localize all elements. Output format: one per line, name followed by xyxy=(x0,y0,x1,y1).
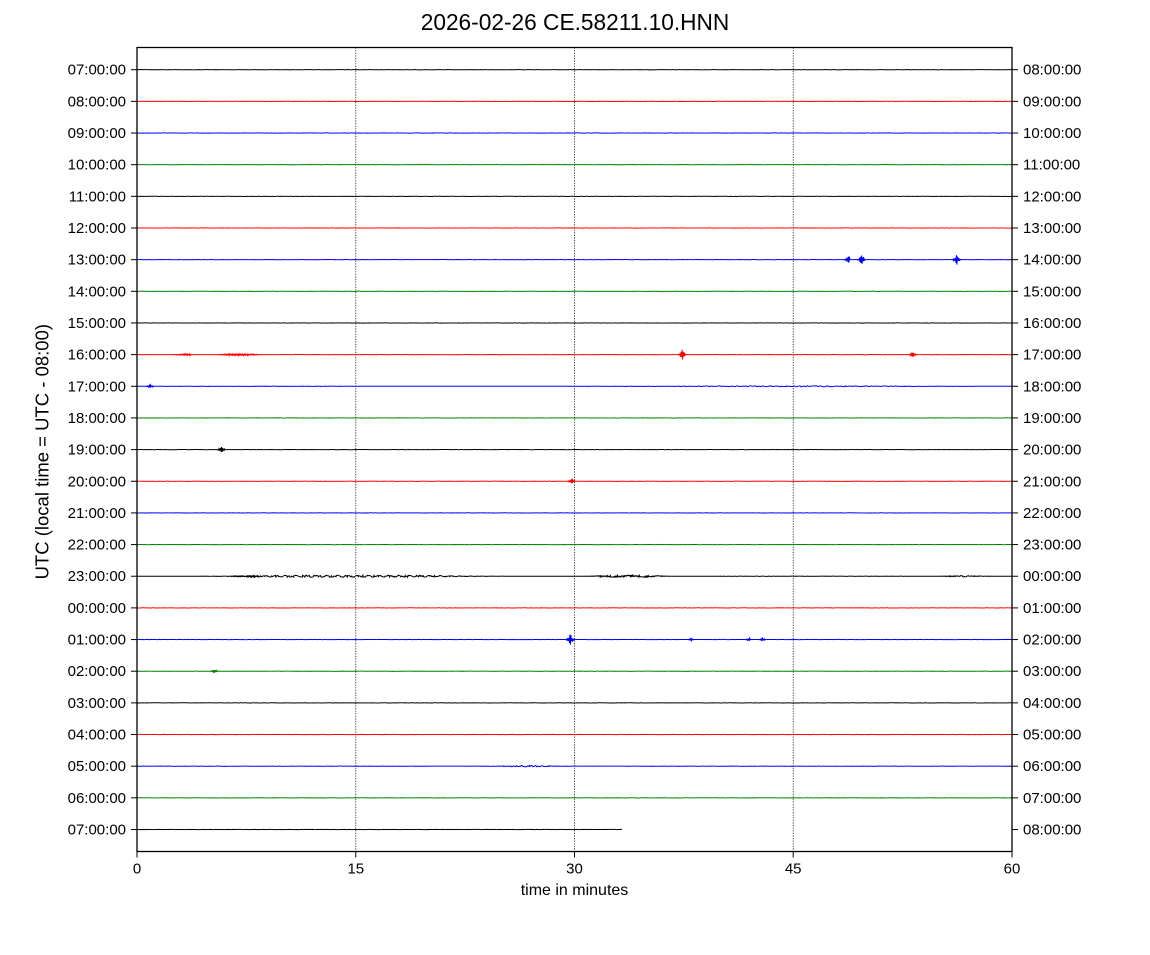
svg-text:22:00:00: 22:00:00 xyxy=(1023,505,1081,522)
svg-text:30: 30 xyxy=(566,861,583,878)
svg-text:12:00:00: 12:00:00 xyxy=(68,220,126,237)
svg-text:18:00:00: 18:00:00 xyxy=(68,410,126,427)
svg-text:15:00:00: 15:00:00 xyxy=(1023,283,1081,300)
svg-text:21:00:00: 21:00:00 xyxy=(68,505,126,522)
svg-text:16:00:00: 16:00:00 xyxy=(1023,315,1081,332)
svg-text:10:00:00: 10:00:00 xyxy=(1023,125,1081,142)
svg-text:05:00:00: 05:00:00 xyxy=(1023,727,1081,744)
svg-text:14:00:00: 14:00:00 xyxy=(68,283,126,300)
svg-text:00:00:00: 00:00:00 xyxy=(1023,568,1081,585)
svg-text:07:00:00: 07:00:00 xyxy=(68,822,126,839)
svg-text:45: 45 xyxy=(785,861,802,878)
svg-text:12:00:00: 12:00:00 xyxy=(1023,188,1081,205)
svg-text:08:00:00: 08:00:00 xyxy=(1023,822,1081,839)
svg-text:01:00:00: 01:00:00 xyxy=(1023,600,1081,617)
svg-text:UTC (local time = UTC - 08:00): UTC (local time = UTC - 08:00) xyxy=(32,324,53,579)
svg-text:13:00:00: 13:00:00 xyxy=(68,252,126,269)
svg-text:07:00:00: 07:00:00 xyxy=(68,62,126,79)
svg-text:0: 0 xyxy=(133,861,141,878)
svg-text:18:00:00: 18:00:00 xyxy=(1023,378,1081,395)
svg-text:02:00:00: 02:00:00 xyxy=(1023,632,1081,649)
svg-text:06:00:00: 06:00:00 xyxy=(1023,758,1081,775)
svg-text:10:00:00: 10:00:00 xyxy=(68,157,126,174)
svg-text:17:00:00: 17:00:00 xyxy=(68,378,126,395)
svg-text:19:00:00: 19:00:00 xyxy=(68,442,126,459)
svg-text:2026-02-26 CE.58211.10.HNN: 2026-02-26 CE.58211.10.HNN xyxy=(421,9,730,35)
svg-text:03:00:00: 03:00:00 xyxy=(68,695,126,712)
svg-text:17:00:00: 17:00:00 xyxy=(1023,347,1081,364)
svg-text:03:00:00: 03:00:00 xyxy=(1023,663,1081,680)
svg-text:11:00:00: 11:00:00 xyxy=(69,188,126,205)
svg-text:15: 15 xyxy=(347,861,364,878)
svg-text:14:00:00: 14:00:00 xyxy=(1023,252,1081,269)
svg-text:02:00:00: 02:00:00 xyxy=(68,663,126,680)
svg-text:05:00:00: 05:00:00 xyxy=(68,758,126,775)
svg-text:01:00:00: 01:00:00 xyxy=(68,632,126,649)
svg-text:20:00:00: 20:00:00 xyxy=(1023,442,1081,459)
svg-text:09:00:00: 09:00:00 xyxy=(68,125,126,142)
svg-text:06:00:00: 06:00:00 xyxy=(68,790,126,807)
svg-text:19:00:00: 19:00:00 xyxy=(1023,410,1081,427)
svg-text:08:00:00: 08:00:00 xyxy=(68,93,126,110)
svg-text:20:00:00: 20:00:00 xyxy=(68,473,126,490)
svg-text:08:00:00: 08:00:00 xyxy=(1023,62,1081,79)
svg-text:13:00:00: 13:00:00 xyxy=(1023,220,1081,237)
svg-text:09:00:00: 09:00:00 xyxy=(1023,93,1081,110)
svg-text:04:00:00: 04:00:00 xyxy=(1023,695,1081,712)
svg-text:23:00:00: 23:00:00 xyxy=(1023,537,1081,554)
svg-text:07:00:00: 07:00:00 xyxy=(1023,790,1081,807)
svg-text:60: 60 xyxy=(1004,861,1021,878)
svg-text:15:00:00: 15:00:00 xyxy=(68,315,126,332)
svg-text:23:00:00: 23:00:00 xyxy=(68,568,126,585)
svg-text:22:00:00: 22:00:00 xyxy=(68,537,126,554)
svg-text:21:00:00: 21:00:00 xyxy=(1023,473,1081,490)
svg-text:16:00:00: 16:00:00 xyxy=(68,347,126,364)
svg-text:11:00:00: 11:00:00 xyxy=(1023,157,1080,174)
svg-text:00:00:00: 00:00:00 xyxy=(68,600,126,617)
svg-text:04:00:00: 04:00:00 xyxy=(68,727,126,744)
svg-text:time in minutes: time in minutes xyxy=(521,882,629,899)
